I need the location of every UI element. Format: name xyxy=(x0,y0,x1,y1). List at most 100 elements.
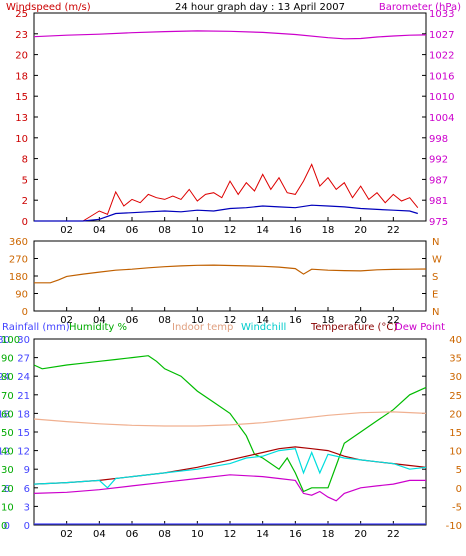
humidity-axis-label-8: 80 xyxy=(1,372,14,383)
direction-x-label-12: 12 xyxy=(224,315,237,326)
temp-left-axis-label-1: 3 xyxy=(24,502,30,513)
windspeed-axis-label-4: 10 xyxy=(15,134,28,145)
windspeed-axis-title: Windspeed (m/s) xyxy=(6,2,91,13)
temperature-axis-label-2: 0 xyxy=(456,484,462,495)
legend-temperature: Temperature (°C) xyxy=(310,322,397,333)
wind-x-label-16: 16 xyxy=(289,225,302,236)
humidity-axis-label-7: 70 xyxy=(1,391,14,402)
windspeed-line xyxy=(34,163,419,222)
wind-x-label-14: 14 xyxy=(256,225,269,236)
compass-axis-label-4: N xyxy=(432,237,439,248)
temp-x-label-16: 16 xyxy=(289,529,302,540)
humidity-axis-label-4: 40 xyxy=(1,447,14,458)
windspeed-axis-label-10: 25 xyxy=(15,9,28,20)
temperature-axis-label-8: 30 xyxy=(449,372,462,383)
temperature-axis-label-0: -10 xyxy=(446,521,462,532)
temperature-axis-label-10: 40 xyxy=(449,335,462,346)
direction-line xyxy=(34,264,427,284)
temp-left-axis-label-9: 27 xyxy=(17,354,30,365)
rain-axis-label-1: 6 xyxy=(4,484,10,495)
direction-axis-label-0: 0 xyxy=(22,307,28,318)
compass-axis-label-3: W xyxy=(432,255,442,266)
windspeed-axis-label-1: 2 xyxy=(22,196,28,207)
temp-left-axis-label-6: 18 xyxy=(17,409,30,420)
temp-x-label-20: 20 xyxy=(354,529,367,540)
temp-left-axis-label-4: 12 xyxy=(17,447,30,458)
direction-x-label-08: 08 xyxy=(158,315,171,326)
temp-x-label-08: 08 xyxy=(158,529,171,540)
temperature-axis-label-4: 10 xyxy=(449,447,462,458)
temp-left-axis-label-2: 6 xyxy=(24,484,30,495)
humidity-axis-label-1: 10 xyxy=(1,502,14,513)
rain-axis-label-0: 0 xyxy=(4,521,10,532)
humidity-axis-label-10: 100 xyxy=(1,335,20,346)
humidity-axis-label-2: 20 xyxy=(1,484,14,495)
windspeed-axis-label-5: 13 xyxy=(15,113,28,124)
barometer-axis-label-4: 998 xyxy=(429,134,448,145)
temperature-axis-label-3: 5 xyxy=(456,465,462,476)
wind-x-label-08: 08 xyxy=(158,225,171,236)
temp-left-axis-label-7: 21 xyxy=(17,391,30,402)
temp-x-label-10: 10 xyxy=(191,529,204,540)
temp-left-axis-label-10: 30 xyxy=(17,335,30,346)
direction-panel-frame xyxy=(33,240,427,312)
wind-x-label-10: 10 xyxy=(191,225,204,236)
chart-title: 24 hour graph day : 13 April 2007 xyxy=(175,2,345,13)
humidity-axis-label-0: 0 xyxy=(1,521,7,532)
compass-axis-label-0: N xyxy=(432,307,439,318)
direction-x-label-02: 02 xyxy=(60,315,73,326)
legend-humidity: Humidity % xyxy=(69,322,127,333)
legend-indoor-temp: Indoor temp xyxy=(172,322,233,333)
humidity-axis-label-5: 50 xyxy=(1,428,14,439)
barometer-axis-label-6: 1010 xyxy=(429,92,454,103)
windchill-line xyxy=(33,448,427,489)
barometer-axis-label-0: 975 xyxy=(429,217,448,228)
wind-x-label-20: 20 xyxy=(354,225,367,236)
humidity-line xyxy=(33,355,427,493)
barometer-axis-label-7: 1016 xyxy=(429,71,454,82)
wind-x-label-06: 06 xyxy=(126,225,139,236)
direction-axis-label-3: 270 xyxy=(9,255,28,266)
temp-x-label-04: 04 xyxy=(93,529,106,540)
wind-x-label-04: 04 xyxy=(93,225,106,236)
rain-axis-label-4: 24 xyxy=(0,372,10,383)
rain-axis-label-3: 18 xyxy=(0,409,10,420)
barometer-axis-label-9: 1027 xyxy=(429,30,454,41)
direction-x-label-10: 10 xyxy=(191,315,204,326)
windspeed-axis-label-7: 18 xyxy=(15,71,28,82)
compass-axis-label-1: E xyxy=(432,290,438,301)
barometer-axis-label-5: 1004 xyxy=(429,113,454,124)
humidity-axis-label-6: 60 xyxy=(1,409,14,420)
compass-axis-label-2: S xyxy=(432,272,438,283)
humidity-axis-label-3: 30 xyxy=(1,465,14,476)
legend-dewpoint: Dew Point xyxy=(395,322,445,333)
direction-axis-label-2: 180 xyxy=(9,272,28,283)
temperature-line xyxy=(33,446,427,485)
legend-rainfall: Rainfall (mm) xyxy=(2,322,70,333)
direction-x-label-14: 14 xyxy=(256,315,269,326)
temperature-panel-frame xyxy=(33,338,427,526)
barometer-axis-label-3: 992 xyxy=(429,155,448,166)
temp-left-axis-label-8: 24 xyxy=(17,372,30,383)
barometer-axis-label-2: 987 xyxy=(429,175,448,186)
wind-x-label-12: 12 xyxy=(224,225,237,236)
direction-x-label-06: 06 xyxy=(126,315,139,326)
temp-left-axis-label-3: 9 xyxy=(24,465,30,476)
temp-x-label-22: 22 xyxy=(387,529,400,540)
direction-x-label-16: 16 xyxy=(289,315,302,326)
rain-axis-label-2: 12 xyxy=(0,447,10,458)
temperature-axis-label-9: 35 xyxy=(449,354,462,365)
temp-x-label-02: 02 xyxy=(60,529,73,540)
windspeed-axis-label-3: 8 xyxy=(22,155,28,166)
wind-x-label-02: 02 xyxy=(60,225,73,236)
windspeed-axis-label-8: 20 xyxy=(15,51,28,62)
windspeed-axis-label-6: 15 xyxy=(15,92,28,103)
legend-windchill: Windchill xyxy=(241,322,286,333)
direction-axis-label-4: 360 xyxy=(9,237,28,248)
windspeed-axis-label-0: 0 xyxy=(22,217,28,228)
direction-axis-label-1: 90 xyxy=(15,290,28,301)
barometer-line xyxy=(33,30,427,40)
wind-x-label-18: 18 xyxy=(322,225,335,236)
humidity-axis-label-9: 90 xyxy=(1,354,14,365)
dewpoint-line xyxy=(33,474,426,502)
